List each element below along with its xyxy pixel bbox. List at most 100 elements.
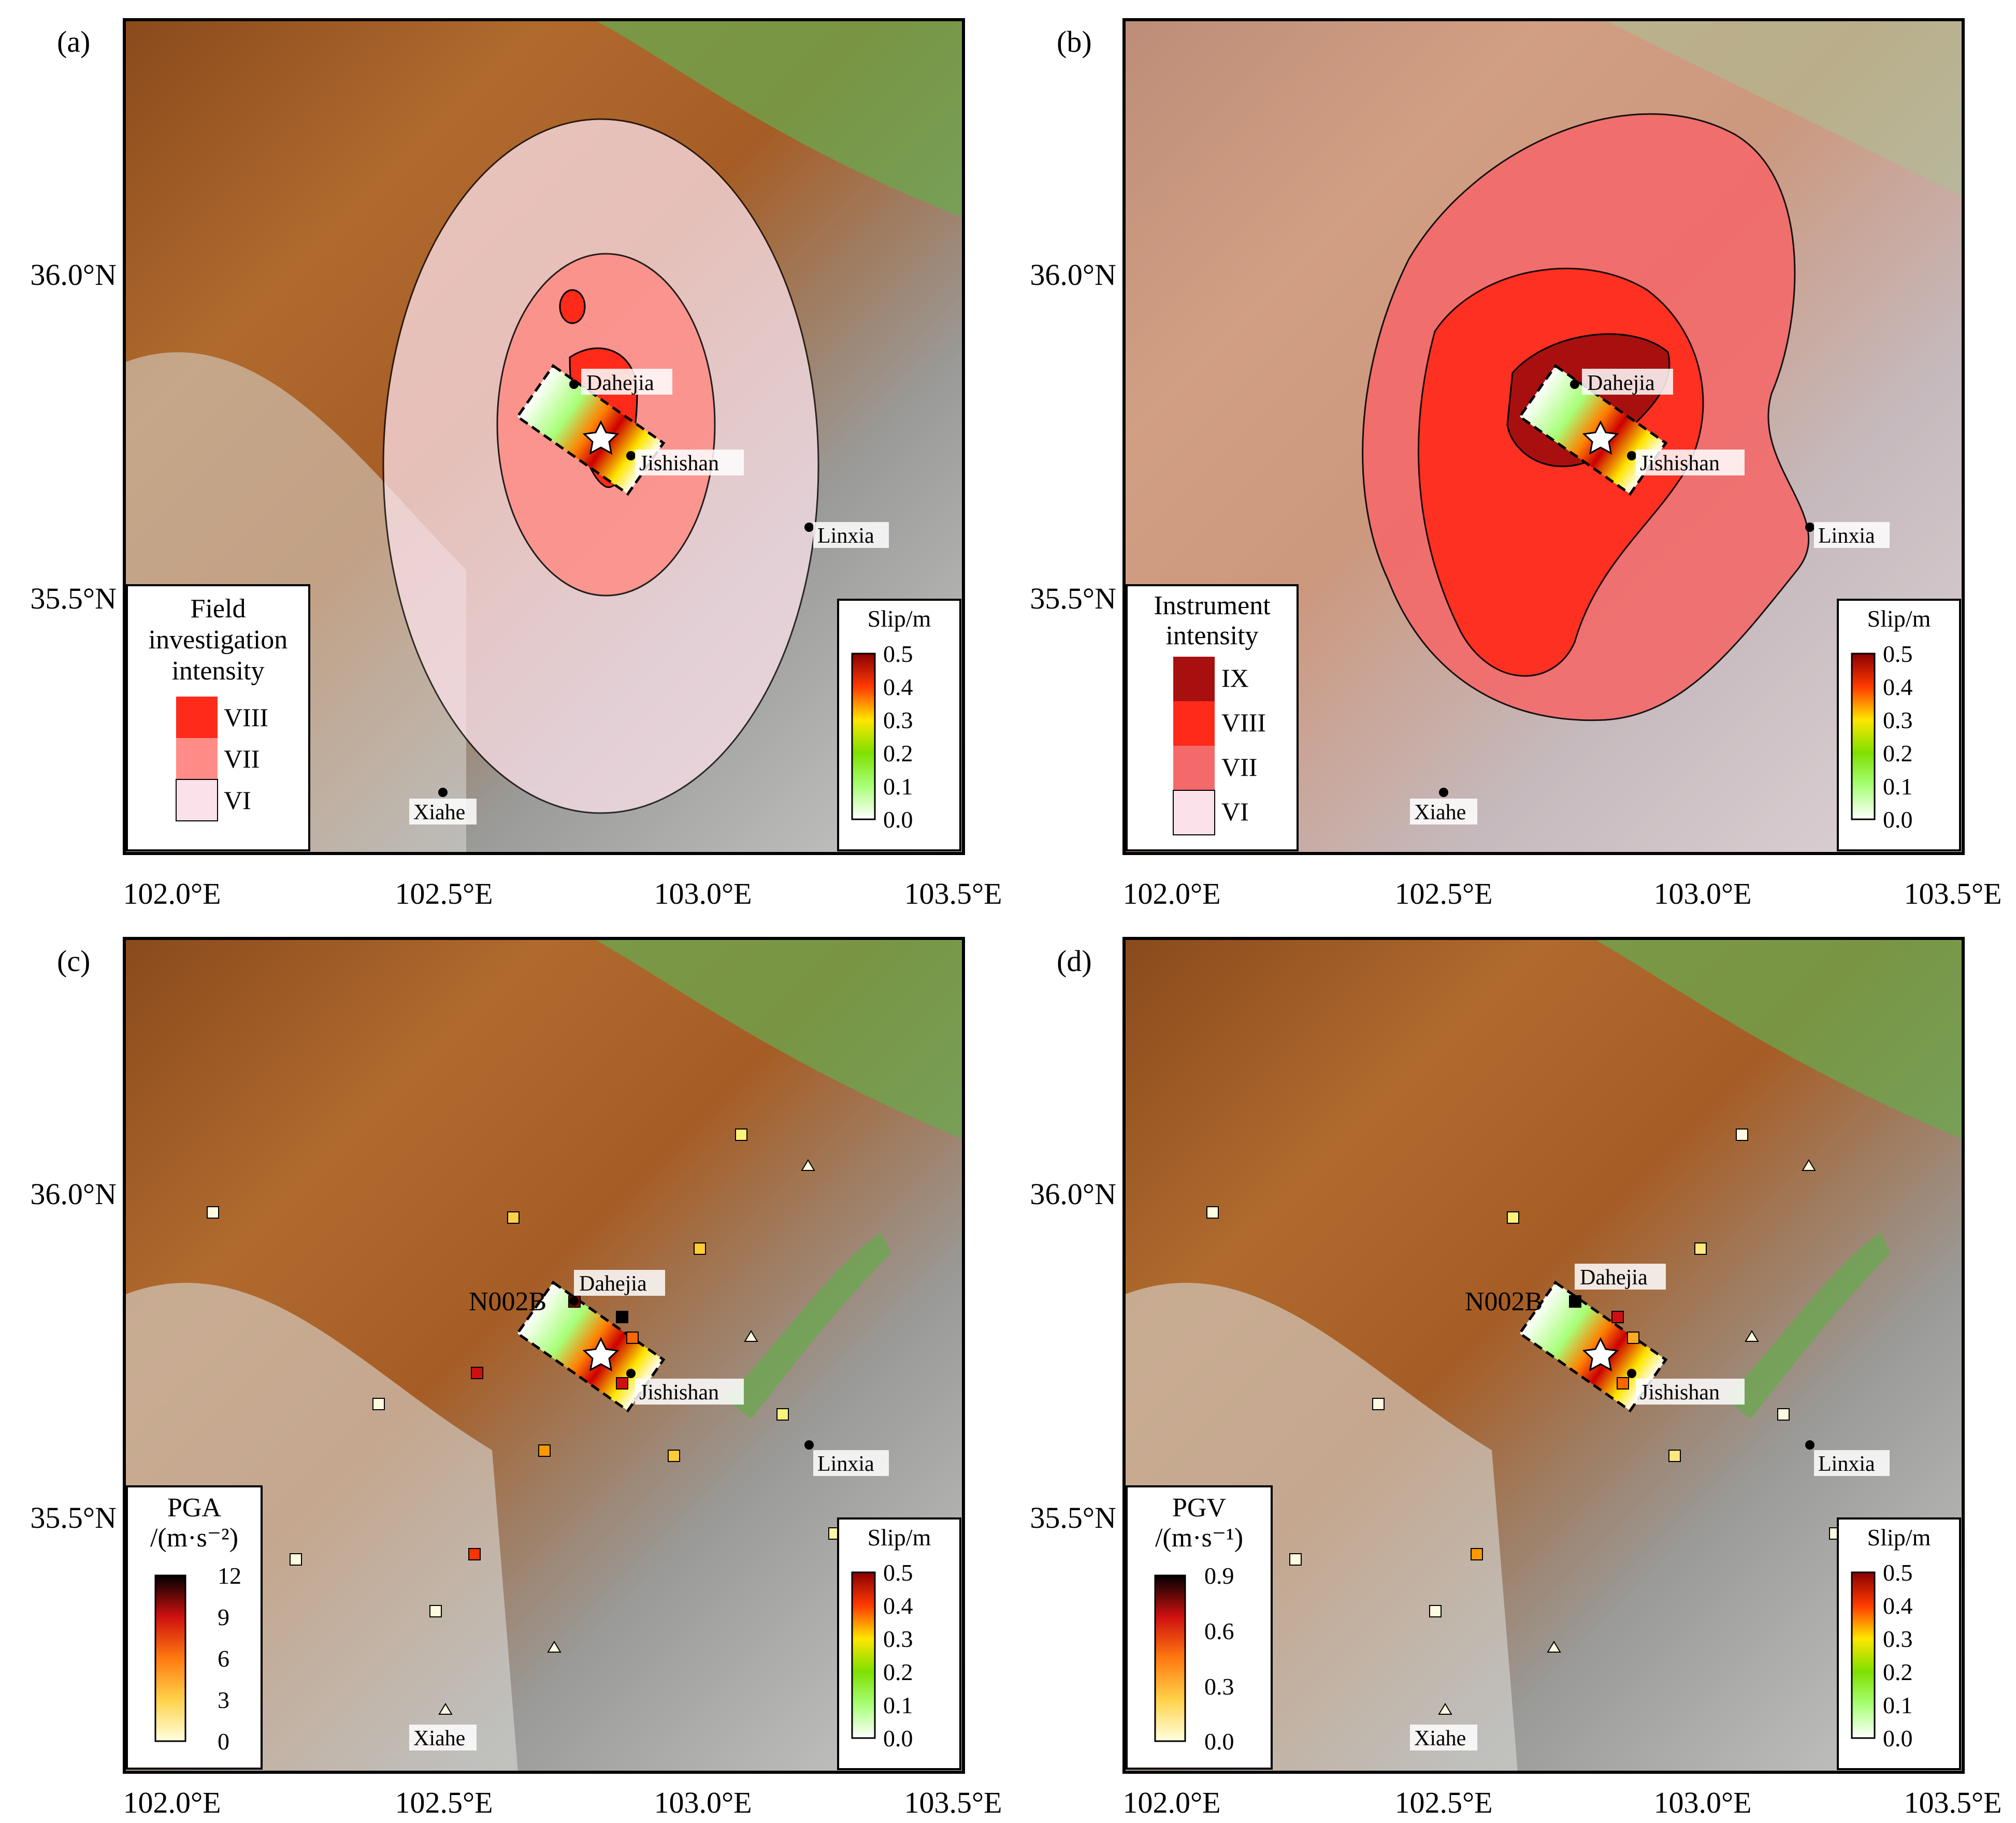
slip-scale: Slip/m 0.5 0.4 0.3 0.2 0.1 0.0 [1837, 599, 1961, 851]
slip-tick-label: 0.3 [1883, 1626, 1913, 1652]
station-marker [1611, 1311, 1624, 1323]
legend-title-line: PGV [1172, 1493, 1226, 1523]
station-marker [1507, 1211, 1519, 1224]
legend-swatch-ix [1173, 657, 1215, 701]
slip-tick-label: 0.2 [1883, 1659, 1913, 1685]
river-valley-green [1606, 20, 1963, 197]
pgv-tick-label: 0.9 [1204, 1562, 1234, 1589]
legend-title-line: investigation [149, 625, 288, 655]
city-label-dahejia: Dahejia [1580, 1266, 1648, 1290]
city-dot-linxia [804, 523, 814, 532]
legend-label-viii: VIII [1221, 708, 1266, 737]
station-marker [776, 1408, 789, 1421]
city-label-bg [581, 369, 672, 395]
panel-letter: (d) [1057, 944, 1092, 978]
city-label-dahejia: Dahejia [1587, 371, 1655, 395]
legend-label-vii: VII [224, 744, 260, 773]
slip-colorbar [1851, 653, 1876, 820]
slip-tick-label: 0.3 [883, 707, 913, 733]
slip-scale-title: Slip/m [868, 605, 931, 632]
station-marker [1736, 1128, 1748, 1141]
map-frame [123, 18, 965, 855]
city-label-jishishan: Jishishan [639, 452, 719, 475]
legend-swatch-vi [176, 779, 218, 821]
slip-tick-label: 0.4 [883, 674, 913, 700]
slip-scale: Slip/m 0.5 0.4 0.3 0.2 0.1 0.0 [837, 1517, 961, 1770]
pgv-legend: PGV /(m·s⁻¹) 0.9 0.6 0.3 0.0 [1126, 1485, 1273, 1770]
station-marker-triangle [438, 1703, 453, 1715]
city-label-jishishan: Jishishan [1640, 1381, 1720, 1405]
station-label: N002B [1465, 1287, 1543, 1316]
slip-colorbar [1851, 1571, 1876, 1739]
slip-tick-label: 0.1 [883, 1692, 913, 1718]
station-marker [471, 1367, 483, 1379]
station-marker-triangle [744, 1330, 758, 1342]
y-tick-label: 35.5°N [30, 582, 117, 615]
x-tick-label: 102.0°E [123, 877, 221, 910]
x-tick-label: 103.0°E [1653, 1786, 1751, 1819]
station-marker [507, 1211, 520, 1224]
city-dot-dahejia [569, 380, 579, 389]
station-marker [668, 1450, 680, 1462]
slip-tick-label: 0.3 [883, 1626, 913, 1652]
x-tick-label: 103.5°E [1904, 1786, 2001, 1819]
city-label-dahejia: Dahejia [586, 371, 654, 395]
intensity-legend: Field investigation intensity VIII VII V… [126, 584, 310, 851]
slip-tick-label: 0.2 [883, 740, 913, 766]
city-label-dahejia: Dahejia [579, 1272, 647, 1296]
city-dot-linxia [1805, 1440, 1815, 1450]
city-label-bg [1582, 369, 1673, 395]
legend-title-line: /(m·s⁻²) [150, 1523, 238, 1553]
station-marker [1429, 1605, 1442, 1617]
city-dot-jishishan [626, 1369, 636, 1378]
slip-scale: Slip/m 0.5 0.4 0.3 0.2 0.1 0.0 [837, 599, 961, 851]
legend-label-viii: VIII [224, 703, 268, 732]
station-marker [616, 1377, 628, 1390]
x-tick-label: 103.0°E [654, 877, 752, 910]
panel-a: Dahejia Jishishan Linxia Xiahe (a) Field… [30, 18, 1002, 910]
slip-colorbar [851, 1571, 876, 1739]
slip-tick-label: 0.0 [883, 1725, 913, 1752]
slip-tick-label: 0.1 [1883, 1692, 1913, 1718]
station-marker [1627, 1332, 1639, 1344]
station-label: N002B [469, 1287, 546, 1316]
intensity-legend: Instrument intensity IX VIII VII VI [1126, 584, 1299, 851]
x-tick-label: 103.5°E [904, 877, 1002, 910]
city-dot-dahejia [1570, 380, 1579, 389]
city-label-xiahe: Xiahe [413, 801, 465, 824]
panel-b: Dahejia Jishishan Linxia Xiahe (b) Instr… [1030, 18, 2002, 910]
city-label-bg [1410, 1725, 1477, 1750]
slip-tick-label: 0.4 [1883, 1593, 1913, 1619]
city-dot-dahejia [569, 1296, 579, 1306]
city-label-xiahe: Xiahe [1414, 801, 1466, 824]
legend-title-line: Instrument [1154, 591, 1271, 620]
city-label-linxia: Linxia [817, 524, 874, 548]
city-dot-xiahe [1439, 788, 1448, 797]
city-dot-linxia [1805, 523, 1815, 532]
station-marker [1471, 1548, 1483, 1560]
city-label-xiahe: Xiahe [413, 1727, 465, 1750]
x-tick-label: 102.0°E [1122, 1786, 1220, 1819]
city-label-jishishan: Jishishan [1640, 452, 1720, 475]
slip-tick-label: 0.0 [1883, 806, 1913, 833]
slip-tick-label: 0.1 [1883, 773, 1913, 800]
pga-tick-label: 0 [218, 1728, 229, 1755]
slip-scale: Slip/m 0.5 0.4 0.3 0.2 0.1 0.0 [1837, 1517, 1961, 1770]
pga-tick-label: 9 [218, 1604, 229, 1630]
pga-tick-label: 3 [218, 1687, 229, 1713]
x-tick-label: 103.5°E [1904, 877, 2001, 910]
station-marker [207, 1206, 219, 1219]
x-tick-label: 102.5°E [395, 877, 493, 910]
slip-tick-label: 0.5 [1883, 641, 1913, 667]
legend-swatch-viii [1173, 701, 1215, 746]
pgv-tick-label: 0.6 [1204, 1618, 1234, 1644]
pga-tick-label: 6 [218, 1645, 229, 1672]
x-tick-label: 102.0°E [1122, 877, 1220, 910]
station-marker-triangle [801, 1159, 815, 1171]
station-marker [1372, 1398, 1385, 1410]
y-tick-label: 35.5°N [1030, 1501, 1116, 1535]
pga-tick-label: 12 [218, 1562, 241, 1589]
city-label-linxia: Linxia [1818, 524, 1875, 548]
city-label-bg [574, 1270, 665, 1296]
x-tick-label: 102.5°E [1394, 1786, 1492, 1819]
